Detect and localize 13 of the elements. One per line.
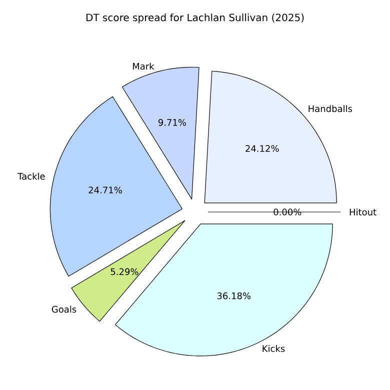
slice-label: Goals (52, 306, 76, 313)
slice-label: Mark (132, 62, 154, 70)
data-label: 36.18% (217, 292, 251, 300)
slice-label: Handballs (308, 105, 352, 112)
text: 0.00% (274, 208, 302, 216)
data-label: 24.71% (88, 186, 122, 194)
data-label: 9.71% (158, 119, 186, 126)
chart-title: DT score spread for Lachlan Sullivan (2025) (86, 14, 304, 24)
slice-label: Kicks (262, 345, 285, 352)
data-label: 24.12% (246, 145, 279, 152)
category-label: Hitout (350, 208, 376, 216)
data-label: 5.29% (110, 268, 138, 276)
slice-label: Tackle (18, 172, 45, 180)
